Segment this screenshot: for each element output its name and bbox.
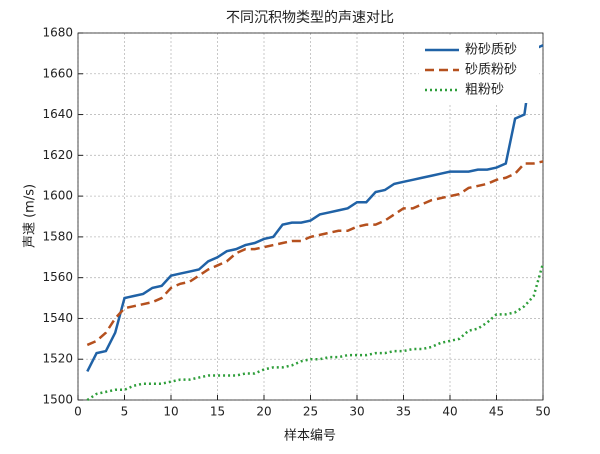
y-tick-label: 1580 xyxy=(42,229,73,243)
x-tick-label: 50 xyxy=(535,405,550,419)
x-tick-label: 15 xyxy=(210,405,225,419)
y-tick-label: 1560 xyxy=(42,270,73,284)
chart-title: 不同沉积物类型的声速对比 xyxy=(226,10,394,26)
y-tick-label: 1540 xyxy=(42,311,73,325)
legend-label: 粉砂质砂 xyxy=(465,43,517,58)
x-tick-label: 10 xyxy=(163,405,178,419)
y-tick-label: 1520 xyxy=(42,352,73,366)
y-tick-label: 1600 xyxy=(42,189,73,203)
plot-frame xyxy=(77,32,544,401)
x-tick-label: 30 xyxy=(349,405,364,419)
x-tick-label: 5 xyxy=(121,405,129,419)
x-tick-label: 45 xyxy=(489,405,504,419)
x-tick-label: 20 xyxy=(256,405,271,419)
legend-label: 砂质粉砂 xyxy=(465,63,517,78)
y-tick-label: 1500 xyxy=(42,393,73,407)
x-tick-label: 40 xyxy=(442,405,457,419)
series-line xyxy=(86,44,544,373)
y-axis-label: 声速 (m/s) xyxy=(23,184,38,248)
x-tick-label: 0 xyxy=(74,405,82,419)
x-axis-label: 样本编号 xyxy=(284,429,336,444)
y-tick-label: 1620 xyxy=(42,148,73,162)
y-tick-label: 1680 xyxy=(42,26,73,40)
series-line xyxy=(86,263,545,402)
y-tick-label: 1640 xyxy=(42,107,73,121)
y-tick-label: 1660 xyxy=(42,66,73,80)
legend-label: 粗粉砂 xyxy=(465,83,504,98)
x-tick-label: 25 xyxy=(303,405,318,419)
series-line xyxy=(86,160,544,347)
x-tick-label: 35 xyxy=(396,405,411,419)
